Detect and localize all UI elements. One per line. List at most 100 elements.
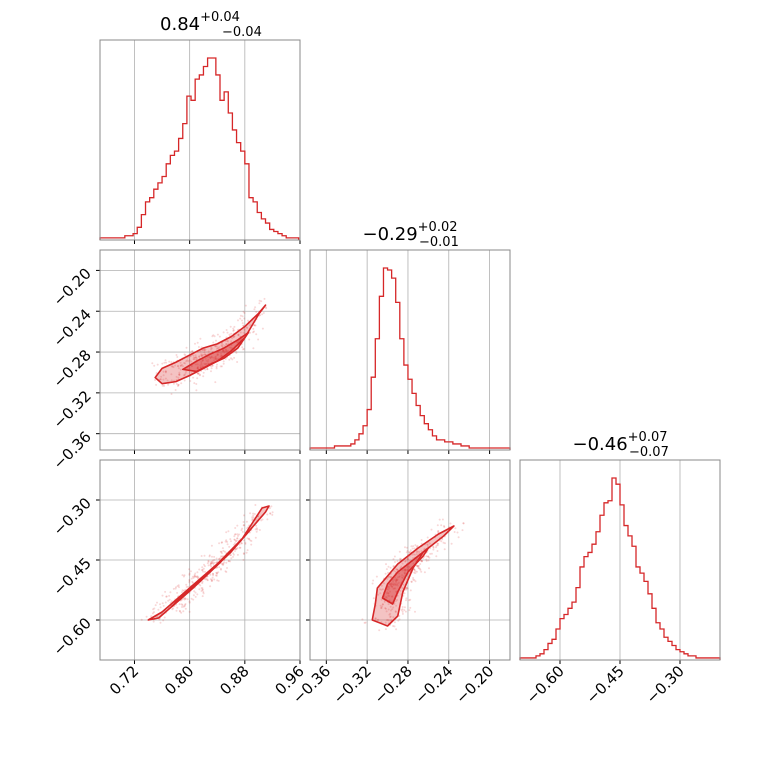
sample-point: [241, 322, 244, 325]
sample-point: [381, 605, 384, 608]
sample-point: [211, 364, 214, 367]
sample-point: [232, 327, 235, 330]
sample-point: [246, 537, 249, 540]
sample-point: [153, 607, 156, 610]
sample-point: [211, 579, 214, 582]
sample-point: [406, 587, 409, 590]
sample-point: [220, 568, 222, 571]
sample-point: [217, 571, 220, 574]
sample-point: [198, 355, 201, 358]
sample-point: [400, 565, 403, 568]
sample-point: [229, 560, 232, 563]
sample-point: [186, 359, 189, 362]
sample-point: [401, 577, 404, 579]
sample-point: [403, 575, 405, 578]
sample-point: [389, 612, 392, 615]
y-tick-label: −0.28: [50, 346, 95, 391]
sample-point: [170, 365, 173, 368]
sample-point: [389, 605, 392, 608]
sample-point: [185, 370, 188, 373]
sample-point: [237, 535, 239, 537]
sample-point: [258, 529, 261, 531]
sample-point: [177, 365, 180, 368]
sample-point: [401, 606, 404, 608]
sample-point: [215, 574, 217, 577]
sample-point: [152, 608, 155, 611]
sample-point: [389, 584, 392, 587]
sample-point: [193, 356, 196, 359]
sample-point: [233, 538, 236, 541]
sample-point: [416, 553, 418, 556]
sample-point: [242, 524, 245, 527]
sample-point: [158, 618, 161, 621]
title-param-2-minus: −0.01: [419, 235, 459, 250]
sample-point: [204, 368, 207, 371]
sample-point: [181, 574, 184, 577]
sample-point: [395, 581, 398, 584]
sample-point: [242, 310, 245, 313]
sample-point: [206, 368, 209, 371]
sample-point: [233, 335, 236, 338]
sample-point: [229, 538, 232, 541]
sample-point: [176, 365, 179, 367]
sample-point: [384, 628, 387, 631]
sample-point: [420, 550, 423, 553]
sample-point: [212, 561, 215, 564]
sample-point: [187, 585, 190, 588]
sample-point: [232, 552, 235, 555]
sample-point: [184, 597, 187, 600]
sample-point: [403, 569, 406, 572]
sample-point: [219, 567, 222, 570]
sample-point: [194, 572, 197, 575]
sample-point: [405, 568, 408, 571]
sample-point: [228, 545, 231, 548]
sample-point: [430, 552, 433, 555]
sample-point: [410, 545, 413, 548]
sample-point: [387, 571, 389, 574]
sample-point: [388, 599, 391, 602]
sample-point: [430, 528, 433, 531]
sample-point: [420, 539, 423, 541]
sample-point: [252, 331, 255, 334]
sample-point: [225, 343, 227, 345]
sample-point: [258, 299, 261, 302]
sample-point: [204, 362, 207, 365]
sample-point: [187, 360, 190, 363]
sample-point: [230, 340, 233, 343]
sample-point: [252, 327, 255, 330]
sample-point: [197, 346, 200, 348]
sample-point: [428, 567, 430, 570]
sample-point: [201, 580, 204, 583]
sample-point: [390, 583, 393, 586]
sample-point: [389, 590, 391, 593]
sample-point: [385, 610, 388, 613]
sample-point: [398, 572, 401, 575]
title-param-1-value: 0.84: [160, 14, 200, 35]
sample-point: [396, 576, 399, 579]
sample-point: [255, 527, 258, 530]
sample-point: [222, 360, 225, 363]
sample-point: [232, 553, 235, 556]
sample-point: [186, 598, 189, 601]
sample-point: [159, 603, 161, 606]
sample-point: [443, 525, 445, 527]
sample-point: [216, 572, 218, 574]
sample-point: [194, 342, 196, 345]
sample-point: [220, 550, 223, 553]
sample-point: [254, 528, 257, 531]
sample-point: [393, 602, 396, 605]
sample-point: [416, 565, 419, 568]
sample-point: [393, 582, 396, 585]
sample-point: [213, 555, 216, 558]
sample-point: [164, 601, 167, 604]
sample-point: [418, 550, 421, 553]
sample-point: [210, 544, 213, 547]
sample-point: [249, 331, 252, 334]
sample-point: [155, 372, 158, 375]
sample-point: [210, 355, 213, 358]
sample-point: [396, 584, 399, 587]
sample-point: [376, 619, 379, 622]
sample-point: [168, 360, 171, 363]
sample-point: [395, 579, 398, 582]
sample-point: [218, 542, 221, 545]
